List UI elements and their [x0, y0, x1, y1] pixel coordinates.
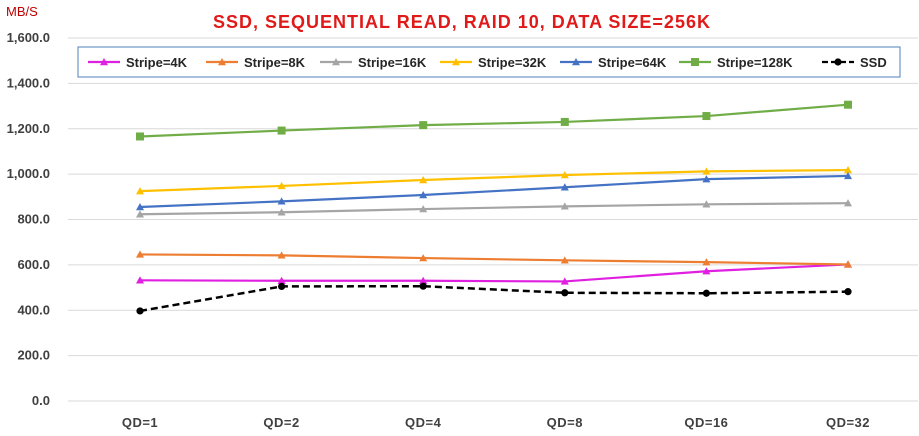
- data-point: [277, 181, 286, 190]
- data-point: [844, 288, 852, 296]
- series-line: [139, 263, 849, 283]
- data-point: [561, 289, 569, 297]
- data-point: [452, 58, 460, 66]
- data-point: [844, 260, 852, 268]
- legend-item: Stripe=4K: [88, 55, 188, 70]
- x-tick-label: QD=32: [826, 415, 870, 430]
- data-point: [218, 58, 226, 66]
- data-point: [419, 282, 427, 290]
- series-line: [139, 168, 849, 193]
- data-point: [100, 58, 108, 66]
- data-point: [277, 276, 286, 284]
- data-point: [702, 167, 711, 175]
- series-line: [139, 284, 849, 313]
- data-point: [702, 289, 711, 297]
- data-point: [136, 307, 144, 315]
- data-point: [419, 205, 428, 213]
- y-tick-label: 400.0: [17, 302, 50, 317]
- data-point: [419, 176, 428, 184]
- x-tick-label: QD=2: [263, 415, 299, 430]
- data-point: [560, 256, 569, 264]
- series-lines: [136, 100, 852, 315]
- legend-label: Stripe=8K: [244, 55, 306, 70]
- legend-label: Stripe=128K: [717, 55, 793, 70]
- series-stripe-8k: [136, 250, 852, 268]
- series-stripe-16k: [136, 199, 852, 218]
- data-point: [560, 277, 569, 285]
- y-axis-unit-label: MB/S: [6, 4, 38, 19]
- series-line: [139, 103, 849, 138]
- data-point: [332, 58, 340, 66]
- data-point: [834, 58, 842, 66]
- legend-item: Stripe=16K: [320, 55, 427, 70]
- data-point: [844, 199, 852, 207]
- data-point: [419, 276, 428, 284]
- y-tick-label: 1,000.0: [7, 166, 50, 181]
- data-point: [278, 282, 286, 291]
- legend-label: Stripe=4K: [126, 55, 188, 70]
- y-tick-label: 0.0: [32, 393, 50, 408]
- grid-lines: [68, 37, 918, 402]
- data-point: [277, 208, 286, 216]
- y-axis-ticks: 0.0 200.0 400.0 600.0 800.0 1,000.0 1,200.0 1,4…: [7, 30, 50, 408]
- data-point: [136, 276, 144, 284]
- y-tick-label: 1,600.0: [7, 30, 50, 45]
- data-point: [419, 190, 428, 199]
- legend-item: Stripe=32K: [440, 55, 547, 70]
- x-tick-label: QD=1: [122, 415, 158, 430]
- data-point: [702, 258, 711, 266]
- data-point: [702, 175, 711, 183]
- series-stripe-4k: [136, 260, 852, 285]
- data-point: [844, 100, 852, 109]
- data-point: [844, 171, 852, 180]
- y-tick-label: 1,400.0: [7, 75, 50, 90]
- legend-label: Stripe=64K: [598, 55, 667, 70]
- series-line: [139, 253, 849, 266]
- legend-label: Stripe=16K: [358, 55, 427, 70]
- x-tick-label: QD=16: [684, 415, 728, 430]
- y-tick-label: 1,200.0: [7, 121, 50, 136]
- series-ssd: [136, 282, 852, 315]
- data-point: [419, 121, 428, 130]
- x-axis-ticks: QD=1 QD=2 QD=4 QD=8 QD=16 QD=32: [122, 415, 870, 430]
- series-line: [139, 202, 849, 216]
- data-point: [691, 58, 699, 66]
- data-point: [136, 250, 144, 258]
- data-point: [277, 126, 286, 135]
- data-point: [560, 183, 569, 191]
- legend-label: SSD: [860, 55, 887, 70]
- data-point: [572, 58, 580, 66]
- data-point: [136, 187, 144, 195]
- legend: Stripe=4K Stripe=8K Stripe=16K Stripe=32K St…: [77, 46, 901, 78]
- legend-label: Stripe=32K: [478, 55, 547, 70]
- series-stripe-32k: [136, 166, 852, 195]
- x-tick-label: QD=4: [405, 415, 442, 430]
- y-tick-label: 200.0: [17, 348, 50, 363]
- y-tick-label: 600.0: [17, 257, 50, 272]
- x-tick-label: QD=8: [547, 415, 583, 430]
- legend-item: Stripe=8K: [206, 55, 306, 70]
- data-point: [136, 132, 144, 141]
- data-point: [702, 267, 711, 275]
- data-point: [702, 200, 711, 208]
- data-point: [844, 166, 852, 174]
- data-point: [277, 251, 286, 259]
- y-tick-label: 800.0: [17, 212, 50, 227]
- data-point: [277, 197, 286, 205]
- data-point: [419, 254, 428, 262]
- series-stripe-64k: [136, 171, 852, 211]
- data-point: [702, 112, 711, 121]
- legend-item: Stripe=128K: [679, 55, 793, 70]
- chart-title: SSD, SEQUENTIAL READ, RAID 10, DATA SIZE…: [213, 12, 711, 32]
- data-point: [136, 210, 144, 218]
- series-stripe-128k: [136, 100, 852, 141]
- legend-item: Stripe=64K: [560, 55, 667, 70]
- legend-item: SSD: [822, 55, 887, 70]
- data-point: [560, 202, 569, 210]
- data-point: [560, 171, 569, 179]
- data-point: [560, 117, 569, 126]
- series-line: [139, 174, 849, 209]
- data-point: [136, 203, 144, 211]
